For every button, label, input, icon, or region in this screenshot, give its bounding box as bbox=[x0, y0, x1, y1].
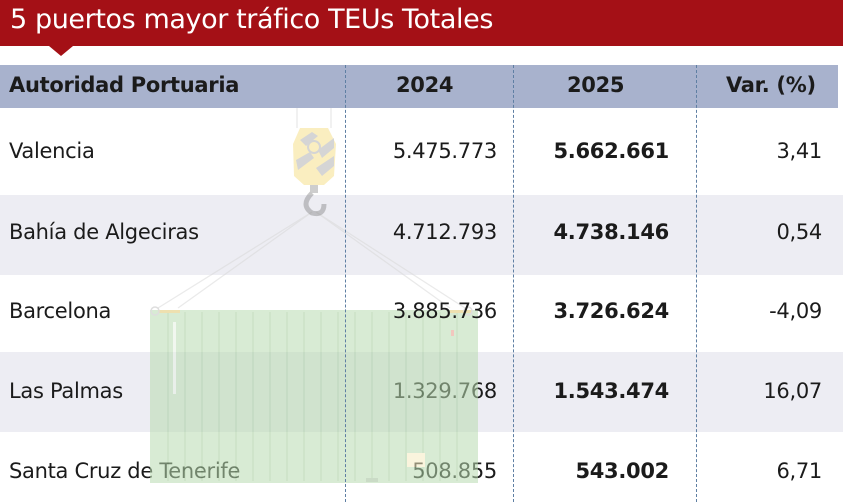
value-2025: 1.543.474 bbox=[553, 379, 669, 403]
value-2025: 5.662.661 bbox=[553, 139, 669, 163]
value-2024: 3.885.736 bbox=[392, 299, 497, 323]
port-name: Santa Cruz de Tenerife bbox=[9, 459, 241, 483]
table-row: Santa Cruz de Tenerife 508.855 543.002 6… bbox=[0, 432, 843, 502]
value-2025: 4.738.146 bbox=[553, 220, 669, 244]
table-row: Las Palmas 1.329.768 1.543.474 16,07 bbox=[0, 352, 843, 432]
chart-title: 5 puertos mayor tráfico TEUs Totales bbox=[10, 4, 493, 35]
header-port-authority: Autoridad Portuaria bbox=[9, 73, 240, 97]
column-divider bbox=[696, 65, 697, 502]
value-2024: 4.712.793 bbox=[392, 220, 497, 244]
value-2024: 5.475.773 bbox=[392, 139, 497, 163]
value-variation: 3,41 bbox=[776, 139, 822, 163]
value-2025: 3.726.624 bbox=[553, 299, 669, 323]
title-banner: 5 puertos mayor tráfico TEUs Totales bbox=[0, 0, 843, 46]
header-2024: 2024 bbox=[396, 73, 454, 97]
table-header: Autoridad Portuaria 2024 2025 Var. (%) bbox=[0, 65, 838, 108]
header-variation: Var. (%) bbox=[726, 73, 816, 97]
value-variation: 16,07 bbox=[763, 379, 822, 403]
table-row: Barcelona 3.885.736 3.726.624 -4,09 bbox=[0, 275, 843, 352]
value-variation: 0,54 bbox=[776, 220, 822, 244]
port-name: Valencia bbox=[9, 139, 95, 163]
port-name: Bahía de Algeciras bbox=[9, 220, 199, 244]
value-2024: 1.329.768 bbox=[392, 379, 497, 403]
column-divider bbox=[345, 65, 346, 502]
port-name: Las Palmas bbox=[9, 379, 123, 403]
banner-pointer bbox=[49, 46, 73, 56]
column-divider bbox=[513, 65, 514, 502]
table-row: Bahía de Algeciras 4.712.793 4.738.146 0… bbox=[0, 195, 843, 275]
value-2025: 543.002 bbox=[575, 459, 669, 483]
value-variation: 6,71 bbox=[776, 459, 822, 483]
port-name: Barcelona bbox=[9, 299, 112, 323]
value-variation: -4,09 bbox=[769, 299, 822, 323]
table-row: Valencia 5.475.773 5.662.661 3,41 bbox=[0, 108, 843, 195]
header-2025: 2025 bbox=[567, 73, 625, 97]
value-2024: 508.855 bbox=[412, 459, 497, 483]
